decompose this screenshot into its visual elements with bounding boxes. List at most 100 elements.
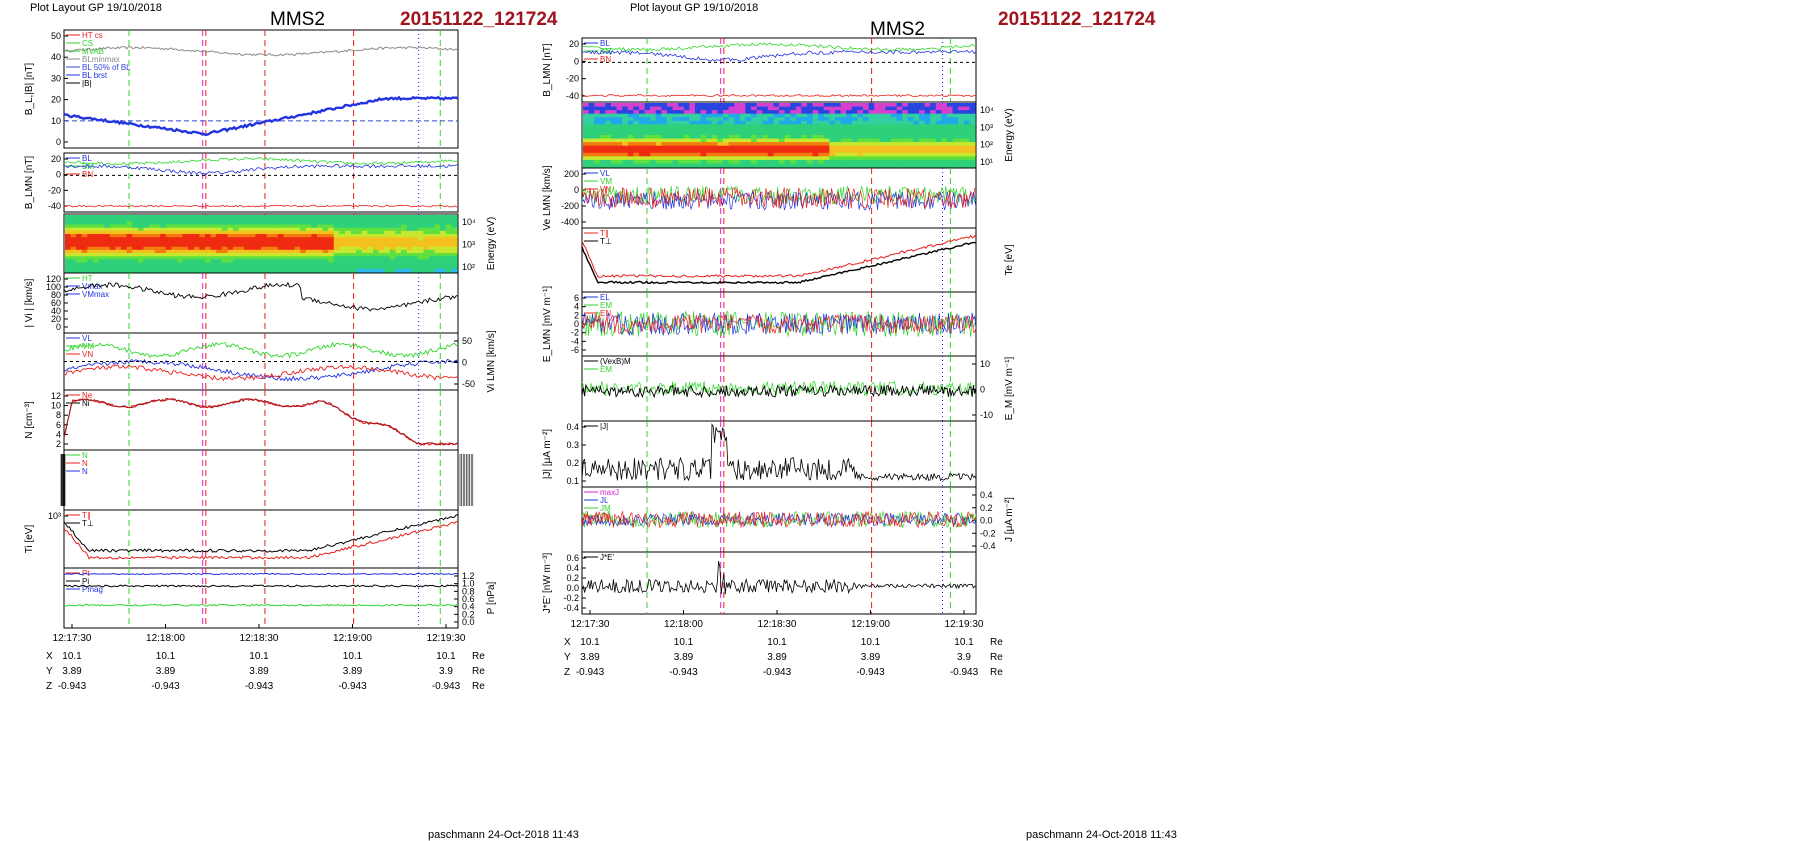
spectrogram-cell — [227, 243, 234, 248]
spectrogram-cell — [807, 145, 814, 150]
spectrogram-cell — [790, 135, 797, 140]
spectrogram-cell — [205, 227, 212, 232]
spectrogram-cell — [930, 120, 937, 125]
ephemeris-label: Z — [564, 667, 570, 678]
spectrogram-cell — [756, 138, 763, 143]
spectrogram-cell — [963, 138, 970, 143]
spectrogram-cell — [767, 110, 774, 115]
spectrogram-cell — [756, 106, 763, 111]
spectrogram-cell — [683, 159, 690, 165]
spectrogram-cell — [622, 149, 629, 154]
spectrogram-cell — [795, 138, 802, 143]
spectrogram-cell — [305, 256, 312, 260]
spectrogram-cell — [238, 243, 245, 248]
spectrogram-cell — [751, 120, 758, 125]
spectrogram-cell — [874, 152, 881, 157]
spectrogram-cell — [356, 230, 363, 235]
spectrogram-cell — [272, 230, 279, 235]
spectrogram-cell — [650, 103, 657, 108]
spectrogram-cell — [689, 103, 696, 108]
spectrogram-cell — [149, 262, 156, 267]
spectrogram-cell — [739, 106, 746, 111]
spectrogram-cell — [322, 230, 329, 235]
spectrogram-cell — [104, 256, 111, 260]
spectrogram-cell — [790, 163, 797, 168]
y-tick-label: 0.4 — [462, 602, 475, 612]
spectrogram-cell — [221, 259, 228, 264]
spectrogram-cell — [126, 215, 133, 219]
spectrogram-cell — [655, 103, 662, 108]
spectrogram-cell — [622, 131, 629, 136]
spectrogram-cell — [683, 124, 690, 129]
spectrogram-cell — [283, 237, 290, 241]
spectrogram-cell — [840, 135, 847, 140]
spectrogram-cell — [65, 262, 72, 267]
spectrogram-cell — [790, 156, 797, 161]
spectrogram-cell — [678, 127, 685, 133]
spectrogram-cell — [728, 127, 735, 133]
spectrogram-cell — [751, 113, 758, 118]
spectrogram-cell — [695, 120, 702, 125]
spectrogram-cell — [790, 159, 797, 165]
spectrogram-cell — [76, 243, 83, 248]
spectrogram-cell — [272, 265, 279, 270]
spectrogram-cell — [406, 221, 413, 226]
panel-frame — [63, 509, 459, 569]
spectrogram-cell — [891, 145, 898, 150]
spectrogram-cell — [734, 110, 741, 115]
spectrogram-cell — [795, 152, 802, 157]
spectrogram-cell — [160, 262, 167, 267]
spectrogram-cell — [227, 253, 234, 257]
spectrogram-cell — [81, 234, 88, 238]
spectrogram-cell — [378, 230, 385, 235]
spectrogram-cell — [406, 237, 413, 241]
spectrogram-cell — [143, 268, 150, 273]
spectrogram-cell — [840, 152, 847, 157]
spectrogram-cell — [588, 142, 595, 147]
spectrogram-cell — [373, 237, 380, 241]
spectrogram-cell — [644, 127, 651, 133]
time-tick-label: 12:19:00 — [851, 619, 890, 630]
spectrogram-cell — [277, 249, 284, 254]
spectrogram-cell — [205, 234, 212, 238]
spectrogram-cell — [216, 215, 223, 219]
spectrogram-cell — [233, 249, 240, 254]
series-JL — [581, 511, 977, 528]
spectrogram-cell — [104, 240, 111, 245]
spectrogram-cell — [661, 117, 668, 122]
spectrogram-cell — [790, 103, 797, 108]
spectrogram-cell — [751, 117, 758, 122]
spectrogram-cell — [818, 156, 825, 161]
spectrogram-cell — [678, 163, 685, 168]
spectrogram-cell — [745, 131, 752, 136]
spectrogram-cell — [605, 131, 612, 136]
spectrogram-cell — [616, 135, 623, 140]
spectrogram-cell — [227, 268, 234, 273]
spectrogram-cell — [588, 117, 595, 122]
spectrogram-cell — [812, 103, 819, 108]
spectrogram-cell — [879, 120, 886, 125]
spectrogram-cell — [143, 234, 150, 238]
spectrogram-cell — [434, 268, 441, 273]
spectrogram-cell — [728, 113, 735, 118]
spectrogram-cell — [289, 246, 296, 251]
spectrogram-cell — [294, 249, 301, 254]
spectrogram-cell — [616, 152, 623, 157]
spectrogram-cell — [891, 149, 898, 154]
spectrogram-cell — [851, 159, 858, 165]
spectrogram-cell — [745, 156, 752, 161]
spectrogram-cell — [322, 268, 329, 273]
spectrogram-cell — [874, 135, 881, 140]
spectrogram-cell — [650, 110, 657, 115]
spectrogram-cell — [639, 117, 646, 122]
spectrogram-cell — [902, 138, 909, 143]
spectrogram-cell — [644, 163, 651, 168]
spectrogram-cell — [739, 120, 746, 125]
y-axis-label: J [μA m⁻²] — [1004, 497, 1015, 542]
spectrogram-cell — [807, 142, 814, 147]
spectrogram-cell — [779, 120, 786, 125]
spectrogram-cell — [87, 246, 94, 251]
spectrogram-cell — [616, 131, 623, 136]
spectrogram-cell — [149, 253, 156, 257]
spectrogram-cell — [627, 124, 634, 129]
